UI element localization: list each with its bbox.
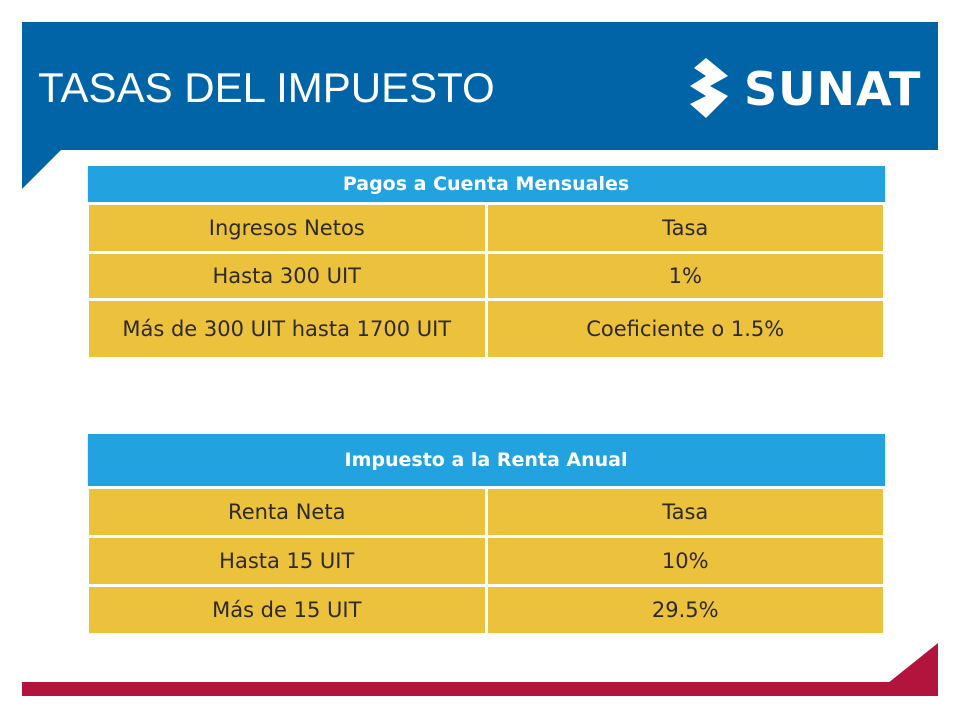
footer-wedge-decoration [888,643,938,683]
page-title: TASAS DEL IMPUESTO [38,64,495,111]
sunat-logo: SUNAT [684,56,920,120]
column-header: Tasa [484,486,886,538]
header-banner [22,22,938,150]
annual-income-tax-table: Impuesto a la Renta Anual Renta Neta Tas… [86,434,886,636]
column-header: Ingresos Netos [86,202,488,254]
table-row: Más de 15 UIT 29.5% [86,584,886,636]
table-cell: Hasta 15 UIT [86,535,488,587]
sunat-s-icon [690,58,728,118]
table-header-row: Ingresos Netos Tasa [86,202,886,254]
table-cell: 10% [484,535,886,587]
header-notch-decoration [22,149,62,189]
table-cell: 1% [484,251,886,301]
column-header: Tasa [484,202,886,254]
column-header: Renta Neta [86,486,488,538]
table-header-row: Renta Neta Tasa [86,486,886,538]
table-title: Impuesto a la Renta Anual [87,434,885,488]
table-row: Hasta 300 UIT 1% [86,251,886,301]
table-title: Pagos a Cuenta Mensuales [87,166,885,204]
table-row: Más de 300 UIT hasta 1700 UIT Coeficient… [86,298,886,360]
table-cell: 29.5% [484,584,886,636]
table-cell: Coeficiente o 1.5% [484,298,886,360]
monthly-payments-table: Pagos a Cuenta Mensuales Ingresos Netos … [86,166,886,360]
table-cell: Hasta 300 UIT [86,251,488,301]
logo-text: SUNAT [744,62,922,116]
footer-bar [22,682,938,696]
table-cell: Más de 300 UIT hasta 1700 UIT [86,298,488,360]
table-cell: Más de 15 UIT [86,584,488,636]
table-row: Hasta 15 UIT 10% [86,535,886,587]
